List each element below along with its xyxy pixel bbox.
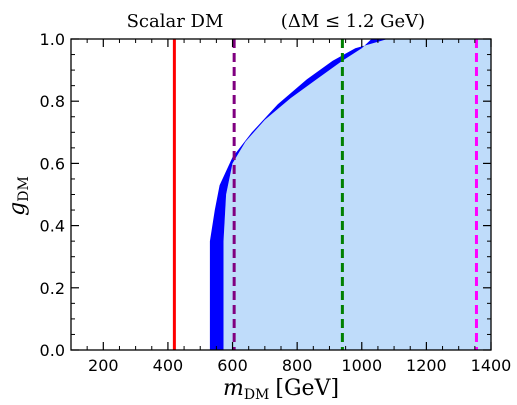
x-tick-label: 1400 [471, 356, 512, 375]
y-tick-label: 0.2 [40, 279, 65, 298]
x-tick-label: 1200 [406, 356, 447, 375]
x-tick-label: 800 [282, 356, 313, 375]
x-tick-label: 400 [153, 356, 184, 375]
shaded-region [223, 39, 491, 350]
tick-labels: 200 400 600 800 1000 1200 1400 0.0 0.2 0.4 0.6 0.8 1… [40, 30, 512, 375]
x-tick-label: 1000 [341, 356, 382, 375]
y-tick-label: 0.4 [40, 217, 65, 236]
y-tick-label: 0.6 [40, 154, 65, 173]
chart-title: Scalar DM [127, 11, 224, 32]
y-axis-label: gDM [5, 176, 32, 216]
x-axis-label: mDM [GeV] [223, 376, 339, 400]
x-tick-label: 600 [217, 356, 248, 375]
ticks [71, 38, 492, 351]
vertical-lines [172, 39, 478, 350]
chart-subtitle: (ΔM ≤ 1.2 GeV) [281, 11, 425, 32]
y-tick-label: 0.8 [40, 92, 65, 111]
y-tick-label: 1.0 [40, 30, 65, 49]
y-tick-label: 0.0 [40, 341, 65, 360]
x-tick-label: 200 [88, 356, 119, 375]
plot-area [172, 39, 491, 350]
